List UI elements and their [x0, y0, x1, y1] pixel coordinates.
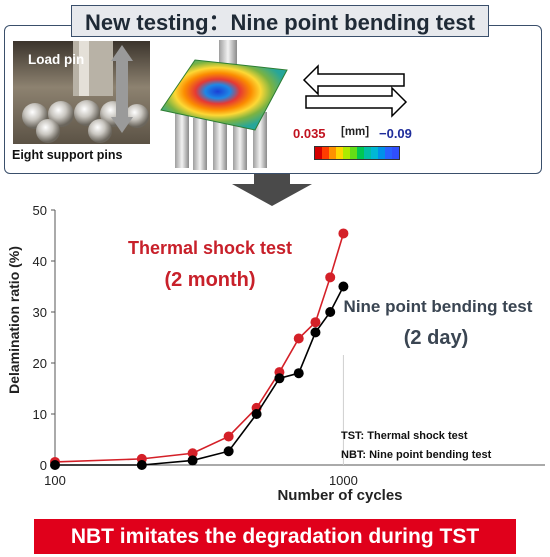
nbt-data-point	[338, 281, 349, 292]
tst-annotation-title: Thermal shock test	[128, 238, 292, 258]
page-title: New testing：Nine point bending test	[71, 5, 489, 37]
load-pin-arrow-icon	[111, 45, 133, 133]
abbrev-nbt-note: NBT: Nine point bending test	[341, 449, 492, 461]
abbrev-tst-note: TST: Thermal shock test	[341, 430, 468, 442]
colorbar-max-label: 0.035	[293, 126, 326, 141]
colorbar-unit-label: [mm]	[341, 126, 370, 138]
x-tick-label: 1000	[329, 473, 358, 488]
nbt-data-point	[136, 460, 147, 470]
nbt-data-point	[274, 373, 285, 384]
process-arrow-icon	[232, 174, 312, 206]
support-pins-label: Eight support pins	[12, 148, 123, 162]
nbt-series-line	[55, 286, 345, 466]
simulation-deflection-image	[155, 40, 290, 170]
nbt-data-point	[187, 455, 198, 466]
tst-series-line	[54, 233, 345, 463]
nbt-data-point	[325, 307, 336, 317]
delamination-chart: 0 10 20 30 40 50 100 1000 Delamination ratio (%…	[6, 203, 545, 504]
load-pin-label: Load pin	[28, 52, 85, 67]
tst-annotation-duration: (2 month)	[164, 269, 255, 291]
x-tick-label: 100	[44, 473, 66, 488]
cyclic-loading-arrows-icon	[302, 62, 408, 118]
pin-fixture-photo	[13, 41, 150, 144]
tst-data-point	[325, 272, 336, 283]
y-tick-label: 20	[33, 356, 47, 371]
nbt-data-point	[223, 446, 234, 457]
nbt-annotation-duration: (2 day)	[404, 327, 468, 349]
colorbar	[314, 146, 400, 160]
tst-data-point	[293, 333, 304, 344]
y-tick-label: 50	[33, 203, 47, 218]
y-tick-label: 0	[40, 458, 47, 473]
colorbar-min-label: −0.09	[379, 126, 412, 141]
conclusion-banner: NBT imitates the degradation during TST	[34, 519, 516, 554]
tst-data-point	[223, 431, 234, 442]
tst-data-point	[338, 228, 349, 239]
x-axis-label: Number of cycles	[277, 487, 402, 504]
nbt-data-point	[293, 368, 304, 379]
y-tick-label: 30	[33, 305, 47, 320]
tst-data-point	[310, 317, 321, 328]
nbt-data-point	[50, 460, 60, 470]
nbt-data-point	[251, 409, 262, 419]
y-tick-label: 40	[33, 254, 47, 269]
tst-data-point	[187, 448, 198, 459]
y-axis-label: Delamination ratio (%)	[6, 246, 22, 394]
nbt-annotation-title: Nine point bending test	[344, 297, 533, 316]
nbt-data-point	[310, 327, 321, 338]
y-tick-label: 10	[33, 407, 47, 422]
